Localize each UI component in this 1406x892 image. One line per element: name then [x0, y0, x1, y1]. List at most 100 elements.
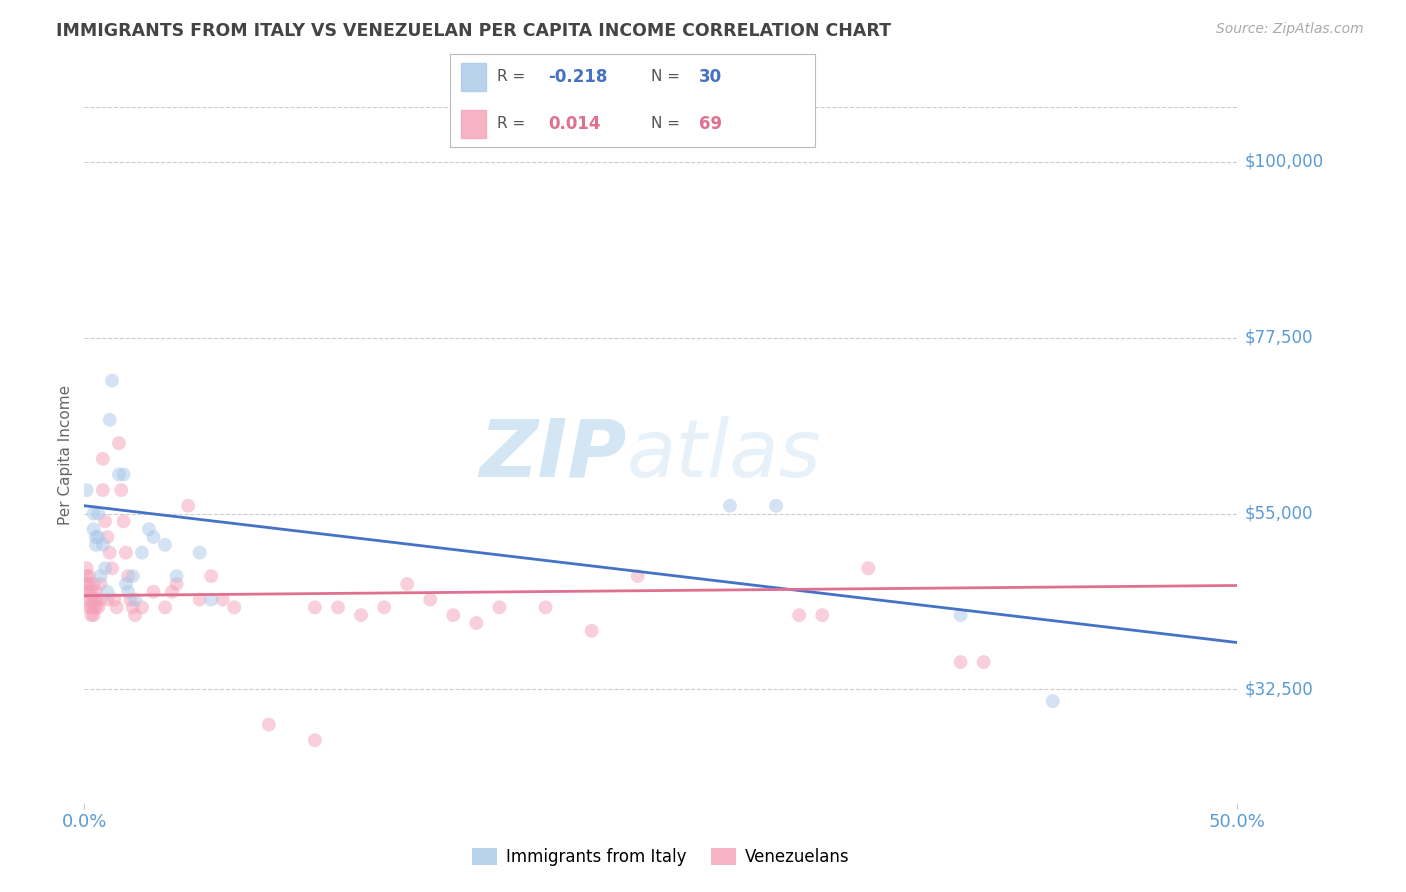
Point	[83, 592, 105, 607]
Point	[131, 600, 153, 615]
Point	[83, 522, 105, 536]
Point	[188, 546, 211, 560]
Point	[87, 507, 110, 521]
Text: atlas: atlas	[626, 416, 821, 494]
Text: 69: 69	[699, 115, 721, 133]
Point	[89, 577, 111, 591]
Point	[124, 592, 146, 607]
Point	[326, 600, 349, 615]
Point	[121, 569, 143, 583]
Point	[77, 577, 100, 591]
Point	[627, 569, 650, 583]
Point	[91, 483, 114, 497]
Point	[858, 561, 880, 575]
Text: $32,500: $32,500	[1244, 681, 1313, 698]
Text: ZIP: ZIP	[479, 416, 626, 494]
Point	[84, 538, 107, 552]
Point	[76, 584, 98, 599]
Point	[396, 577, 419, 591]
Point	[200, 569, 222, 583]
Point	[142, 530, 165, 544]
Point	[83, 577, 105, 591]
Bar	[461, 63, 486, 91]
Point	[87, 530, 110, 544]
Text: R =: R =	[498, 116, 530, 131]
Point	[91, 538, 114, 552]
Point	[811, 608, 834, 623]
Point	[718, 499, 741, 513]
Point	[787, 608, 810, 623]
Point	[77, 569, 100, 583]
Point	[96, 592, 118, 607]
Text: $100,000: $100,000	[1244, 153, 1323, 170]
Text: $77,500: $77,500	[1244, 328, 1313, 347]
Point	[76, 483, 98, 497]
Point	[105, 600, 128, 615]
Text: 0.014: 0.014	[548, 115, 602, 133]
Point	[98, 413, 121, 427]
Point	[77, 592, 100, 607]
Point	[973, 655, 995, 669]
Point	[160, 584, 183, 599]
Point	[96, 584, 118, 599]
Point	[419, 592, 441, 607]
Point	[124, 608, 146, 623]
Point	[153, 600, 176, 615]
Point	[304, 600, 326, 615]
Bar	[461, 110, 486, 138]
Point	[304, 733, 326, 747]
Point	[108, 467, 131, 482]
Point	[949, 655, 972, 669]
Point	[465, 615, 488, 630]
Point	[80, 584, 103, 599]
Text: R =: R =	[498, 70, 530, 85]
Point	[166, 577, 188, 591]
Point	[177, 499, 200, 513]
Point	[153, 538, 176, 552]
Y-axis label: Per Capita Income: Per Capita Income	[58, 384, 73, 525]
Point	[76, 569, 98, 583]
Point	[131, 546, 153, 560]
Point	[115, 546, 138, 560]
Point	[581, 624, 603, 638]
Point	[94, 561, 117, 575]
Point	[84, 600, 107, 615]
Text: N =: N =	[651, 116, 685, 131]
Point	[84, 584, 107, 599]
Point	[112, 514, 135, 528]
Legend: Immigrants from Italy, Venezuelans: Immigrants from Italy, Venezuelans	[464, 839, 858, 874]
Point	[101, 561, 124, 575]
Point	[121, 600, 143, 615]
Point	[224, 600, 246, 615]
Point	[110, 483, 132, 497]
Point	[373, 600, 395, 615]
Point	[103, 592, 125, 607]
Point	[89, 592, 111, 607]
Point	[83, 507, 105, 521]
Text: IMMIGRANTS FROM ITALY VS VENEZUELAN PER CAPITA INCOME CORRELATION CHART: IMMIGRANTS FROM ITALY VS VENEZUELAN PER …	[56, 22, 891, 40]
Point	[101, 374, 124, 388]
Point	[80, 592, 103, 607]
Point	[108, 436, 131, 450]
Point	[77, 600, 100, 615]
Point	[1042, 694, 1064, 708]
Point	[350, 608, 373, 623]
Point	[91, 451, 114, 466]
Point	[98, 546, 121, 560]
Point	[83, 608, 105, 623]
Point	[120, 592, 142, 607]
Text: $55,000: $55,000	[1244, 505, 1313, 523]
Point	[211, 592, 233, 607]
Point	[77, 584, 100, 599]
Point	[142, 584, 165, 599]
Point	[80, 600, 103, 615]
Point	[949, 608, 972, 623]
Point	[87, 600, 110, 615]
Point	[117, 569, 139, 583]
Point	[83, 600, 105, 615]
Text: Source: ZipAtlas.com: Source: ZipAtlas.com	[1216, 22, 1364, 37]
Point	[534, 600, 557, 615]
Text: 30: 30	[699, 68, 721, 86]
Point	[166, 569, 188, 583]
Text: -0.218: -0.218	[548, 68, 607, 86]
